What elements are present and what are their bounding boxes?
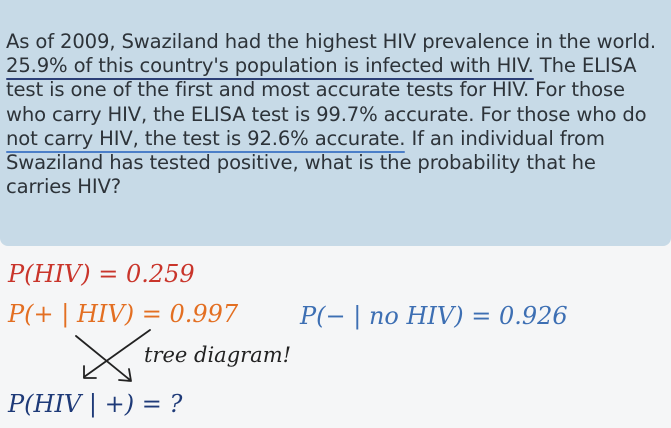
elisa-intro: The ELISA test is one of the first and m… bbox=[6, 54, 637, 102]
prevalence-highlight: 25.9% of this country's population is in… bbox=[6, 54, 534, 78]
sensitivity-highlight: For those who carry HIV, the ELISA test … bbox=[6, 78, 625, 126]
specificity-highlight: not carry HIV, the test is 92.6% accurat… bbox=[6, 126, 406, 150]
note-p-neg-given-no-hiv: P(− | no HIV) = 0.926 bbox=[300, 302, 568, 330]
problem-line-1: As of 2009, Swaziland had the highest HI… bbox=[6, 30, 656, 53]
problem-box: As of 2009, Swaziland had the highest HI… bbox=[0, 0, 671, 246]
note-p-hiv: P(HIV) = 0.259 bbox=[8, 260, 195, 288]
note-p-hiv-given-pos: P(HIV | +) = ? bbox=[8, 390, 183, 418]
note-p-pos-given-hiv: P(+ | HIV) = 0.997 bbox=[8, 300, 239, 328]
note-tree-diagram: tree diagram! bbox=[144, 343, 292, 367]
specificity-lead: For those who do bbox=[474, 102, 647, 126]
question-text: If an individual from Swaziland has test… bbox=[6, 126, 605, 199]
problem-text: As of 2009, Swaziland had the highest HI… bbox=[6, 30, 666, 199]
